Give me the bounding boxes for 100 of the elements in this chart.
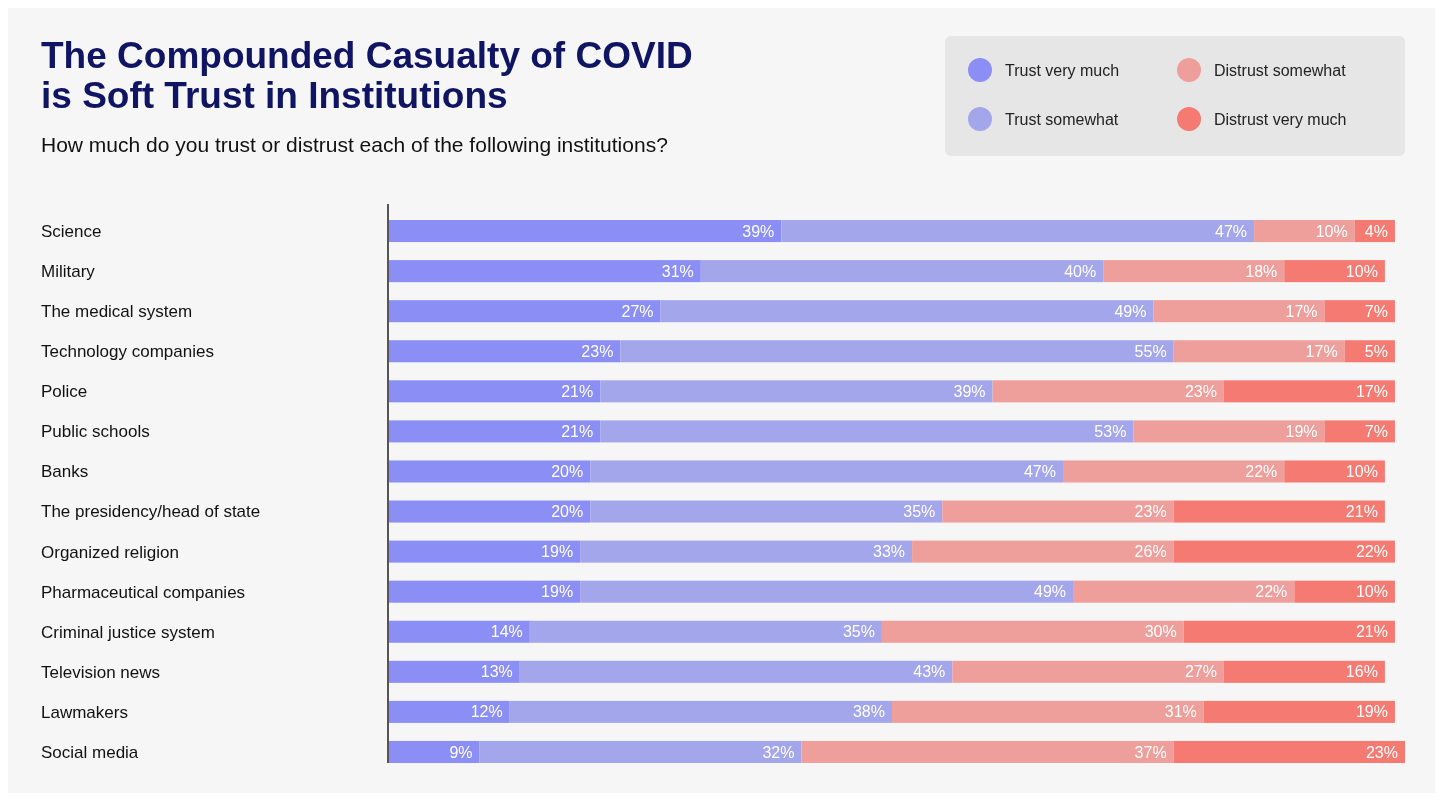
- data-label: 55%: [1134, 342, 1167, 360]
- bar: [1254, 220, 1355, 243]
- data-label: 31%: [1164, 703, 1197, 721]
- bar: [600, 380, 993, 403]
- data-label: 17%: [1285, 302, 1318, 320]
- data-label: 47%: [1023, 463, 1056, 481]
- bar: [389, 420, 601, 443]
- data-label: 17%: [1355, 382, 1388, 400]
- bar: [1173, 500, 1385, 523]
- data-label: 39%: [742, 222, 775, 240]
- data-label: 21%: [561, 382, 594, 400]
- y-tick-label: Television news: [41, 662, 161, 682]
- bar: [389, 380, 601, 403]
- data-label: 23%: [1365, 743, 1398, 761]
- bar: [389, 300, 661, 323]
- bar: [1153, 300, 1325, 323]
- y-tick-label: Lawmakers: [41, 702, 128, 722]
- y-tick-label: Social media: [41, 742, 139, 762]
- data-label: 10%: [1315, 222, 1348, 240]
- bar: [590, 500, 943, 523]
- data-label: 32%: [762, 743, 795, 761]
- bar: [389, 540, 581, 563]
- data-label: 53%: [1094, 422, 1127, 440]
- data-label: 49%: [1034, 583, 1067, 601]
- bar: [1173, 340, 1345, 363]
- data-label: 13%: [480, 663, 513, 681]
- chart-subtitle: How much do you trust or distrust each of the following institutions?: [41, 133, 668, 156]
- bar: [580, 580, 1074, 603]
- bar: [660, 300, 1154, 323]
- bar: [700, 260, 1104, 283]
- data-label: 35%: [903, 503, 936, 521]
- bar: [389, 620, 530, 643]
- data-label: 10%: [1345, 262, 1378, 280]
- y-tick-label: Technology companies: [41, 342, 214, 362]
- data-label: 39%: [953, 382, 986, 400]
- data-label: 22%: [1355, 543, 1388, 561]
- data-label: 22%: [1245, 463, 1278, 481]
- bar: [1173, 740, 1405, 763]
- y-tick-label: Police: [41, 382, 88, 402]
- bar: [1284, 460, 1385, 483]
- bar: [1173, 540, 1395, 563]
- data-label: 30%: [1144, 623, 1177, 641]
- bar: [600, 420, 1134, 443]
- data-label: 19%: [541, 543, 574, 561]
- bar: [389, 740, 480, 763]
- data-label: 22%: [1255, 583, 1288, 601]
- data-label: 27%: [1184, 663, 1217, 681]
- data-label: 7%: [1364, 422, 1388, 440]
- data-label: 10%: [1345, 463, 1378, 481]
- data-label: 21%: [1345, 503, 1378, 521]
- data-label: 40%: [1064, 262, 1097, 280]
- data-label: 26%: [1134, 543, 1167, 561]
- bar: [1223, 660, 1385, 683]
- data-label: 17%: [1305, 342, 1338, 360]
- bar: [942, 500, 1174, 523]
- data-label: 5%: [1364, 342, 1388, 360]
- data-label: 9%: [449, 743, 473, 761]
- data-label: 20%: [551, 503, 584, 521]
- bar: [389, 700, 510, 723]
- data-label: 19%: [541, 583, 574, 601]
- bar: [389, 500, 591, 523]
- bar: [389, 340, 621, 363]
- data-label: 43%: [913, 663, 946, 681]
- bar: [1073, 580, 1295, 603]
- bar: [529, 620, 882, 643]
- bar: [1133, 420, 1325, 443]
- data-label: 38%: [852, 703, 885, 721]
- bar: [389, 220, 782, 243]
- y-tick-label: Criminal justice system: [41, 622, 215, 642]
- bar: [519, 660, 953, 683]
- bar: [389, 260, 701, 283]
- bar: [389, 660, 520, 683]
- bar: [620, 340, 1174, 363]
- y-tick-label: The presidency/head of state: [41, 502, 261, 522]
- bar: [1294, 580, 1395, 603]
- bar: [389, 460, 591, 483]
- data-label: 23%: [1134, 503, 1167, 521]
- data-label: 21%: [1355, 623, 1388, 641]
- chart-title: The Compounded Casualty of COVID is Soft Trust in Institutions: [41, 35, 693, 116]
- data-label: 31%: [661, 262, 694, 280]
- data-label: 4%: [1364, 222, 1388, 240]
- legend-label: Distrust very much: [1214, 110, 1347, 128]
- bar: [881, 620, 1184, 643]
- data-label: 14%: [490, 623, 523, 641]
- bar: [1203, 700, 1395, 723]
- legend-label: Distrust somewhat: [1214, 61, 1347, 79]
- data-label: 19%: [1355, 703, 1388, 721]
- data-label: 27%: [621, 302, 654, 320]
- y-tick-label: Banks: [41, 462, 89, 482]
- bar: [1183, 620, 1395, 643]
- bar: [389, 580, 581, 603]
- bar: [1284, 260, 1385, 283]
- bar: [1223, 380, 1395, 403]
- bar: [509, 700, 892, 723]
- data-label: 33%: [873, 543, 906, 561]
- y-tick-label: The medical system: [41, 302, 193, 322]
- data-label: 37%: [1134, 743, 1167, 761]
- data-label: 23%: [1184, 382, 1217, 400]
- data-label: 49%: [1114, 302, 1147, 320]
- bar: [479, 740, 802, 763]
